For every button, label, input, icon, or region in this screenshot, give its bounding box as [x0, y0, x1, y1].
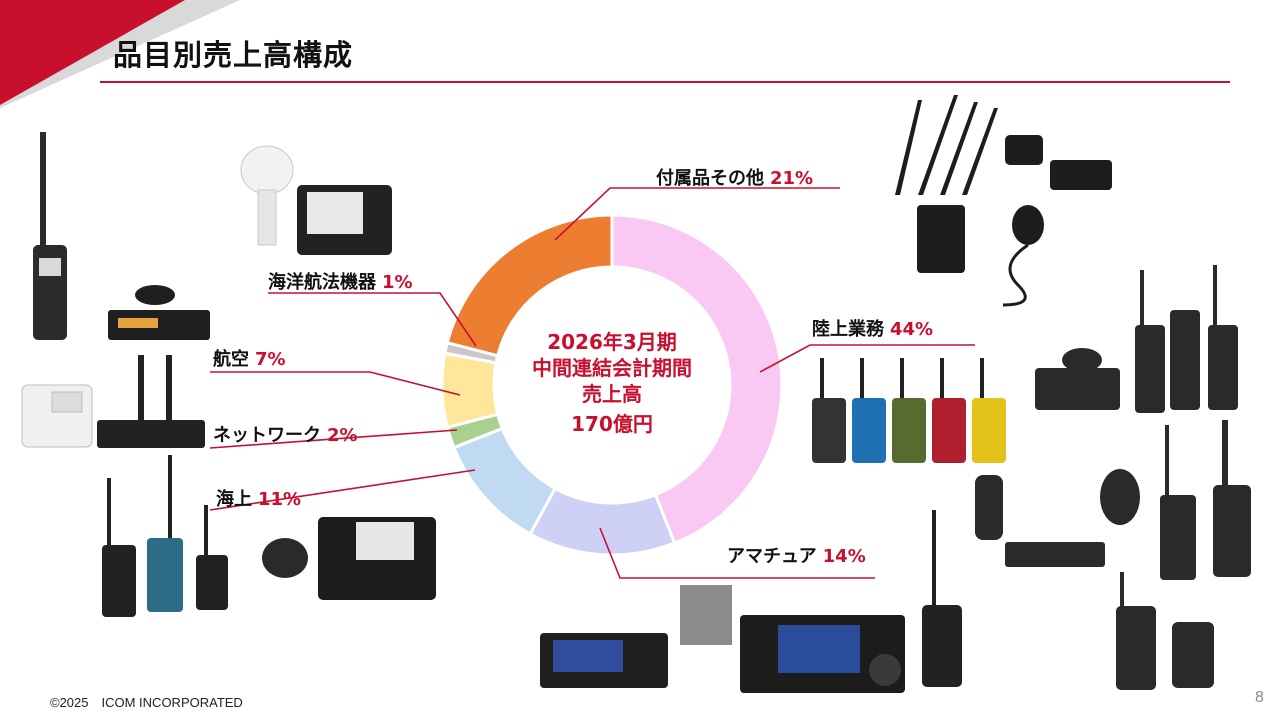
- slice-name: ネットワーク: [213, 425, 321, 446]
- leader-amateur: [599, 527, 875, 579]
- page-title: 品目別売上高構成: [113, 38, 354, 72]
- leader-land-mobile: [759, 344, 975, 373]
- slice-label-land-mobile: 陸上業務 44%: [812, 315, 933, 341]
- antennas-and-accessories-icon: [895, 95, 1112, 307]
- slice-label-marine: 海上 11%: [216, 485, 301, 511]
- donut-slice-land-mobile: [610, 213, 784, 546]
- donut-slice-accessories: [445, 213, 614, 358]
- leader-marine: [209, 469, 476, 511]
- slice-label-network: ネットワーク 2%: [213, 421, 358, 447]
- leader-accessories: [554, 187, 840, 241]
- slice-name: 航空: [213, 349, 249, 370]
- donut-slice-amateur: [528, 486, 677, 557]
- marine-fixed-radio-icon: [262, 517, 436, 600]
- donut-slice-marine: [451, 426, 558, 537]
- slice-label-amateur: アマチュア 14%: [727, 542, 866, 568]
- leader-marine-navigation: [268, 292, 477, 347]
- center-label-metric: 売上高: [582, 382, 642, 406]
- aviation-mobile-radio-icon: [108, 285, 210, 340]
- slice-percent: 2%: [327, 425, 358, 446]
- land-mobile-handhelds-icon: [812, 358, 1006, 463]
- leader-network: [209, 429, 458, 449]
- marine-handheld-radios-icon: [102, 455, 228, 617]
- slice-percent: 44%: [890, 319, 934, 340]
- leader-aviation: [210, 371, 461, 396]
- slice-name: 付属品その他: [656, 168, 764, 189]
- slice-name: 海上: [216, 489, 252, 510]
- center-label-scope: 中間連結会計期間: [532, 356, 692, 380]
- slice-percent: 21%: [770, 168, 814, 189]
- slice-label-marine-navigation: 海洋航法機器 1%: [268, 268, 413, 294]
- marine-navigation-unit-icon: [240, 145, 392, 255]
- slice-percent: 7%: [255, 349, 286, 370]
- slice-percent: 11%: [258, 489, 302, 510]
- aviation-handheld-icon: [33, 132, 67, 340]
- slice-percent: 1%: [382, 272, 413, 293]
- slice-name: 海洋航法機器: [268, 272, 376, 293]
- slice-label-accessories: 付属品その他 21%: [656, 164, 813, 190]
- slice-percent: 14%: [822, 546, 866, 567]
- amateur-radio-equipment-icon: [540, 510, 962, 693]
- slice-name: アマチュア: [727, 546, 817, 567]
- page-number: 8: [1255, 689, 1264, 706]
- footer-copyright: ©2025 ICOM INCORPORATED: [50, 695, 243, 710]
- slice-label-aviation: 航空 7%: [213, 345, 286, 371]
- title-underline: [100, 81, 1230, 83]
- land-mobile-radios-icon: [975, 265, 1251, 690]
- center-label-period: 2026年3月期: [547, 330, 677, 354]
- slice-name: 陸上業務: [812, 319, 884, 340]
- donut-slice-aviation: [440, 351, 500, 430]
- center-label-total: 170億円: [571, 412, 653, 436]
- network-router-icon: [97, 355, 205, 448]
- ip-phone-icon: [21, 384, 93, 448]
